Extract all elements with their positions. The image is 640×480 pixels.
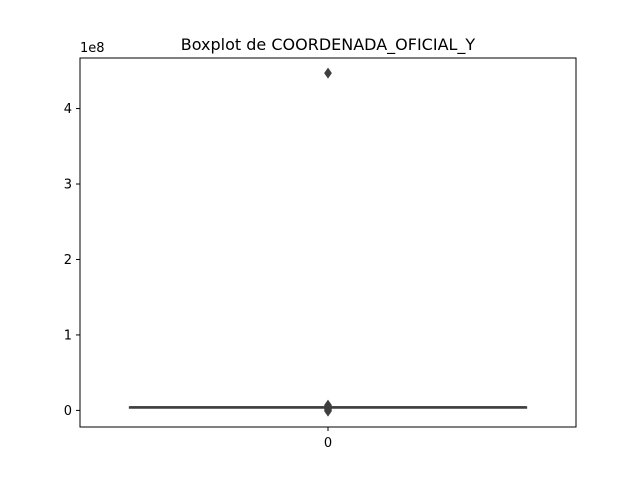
y-tick-label: 3: [64, 178, 72, 193]
y-tick-label: 0: [64, 404, 72, 419]
y-axis-offset-label: 1e8: [80, 41, 105, 56]
outlier-point: [324, 405, 332, 417]
outlier-point: [324, 67, 332, 79]
y-tick-label: 1: [64, 328, 72, 343]
chart-title: Boxplot de COORDENADA_OFICIAL_Y: [181, 35, 476, 55]
y-tick-label: 4: [64, 102, 72, 117]
plot-area: 0 1 2 3 4 0: [64, 57, 577, 451]
axes-frame: [79, 57, 577, 428]
y-tick-label: 2: [64, 253, 72, 268]
x-tick-label: 0: [324, 436, 332, 451]
